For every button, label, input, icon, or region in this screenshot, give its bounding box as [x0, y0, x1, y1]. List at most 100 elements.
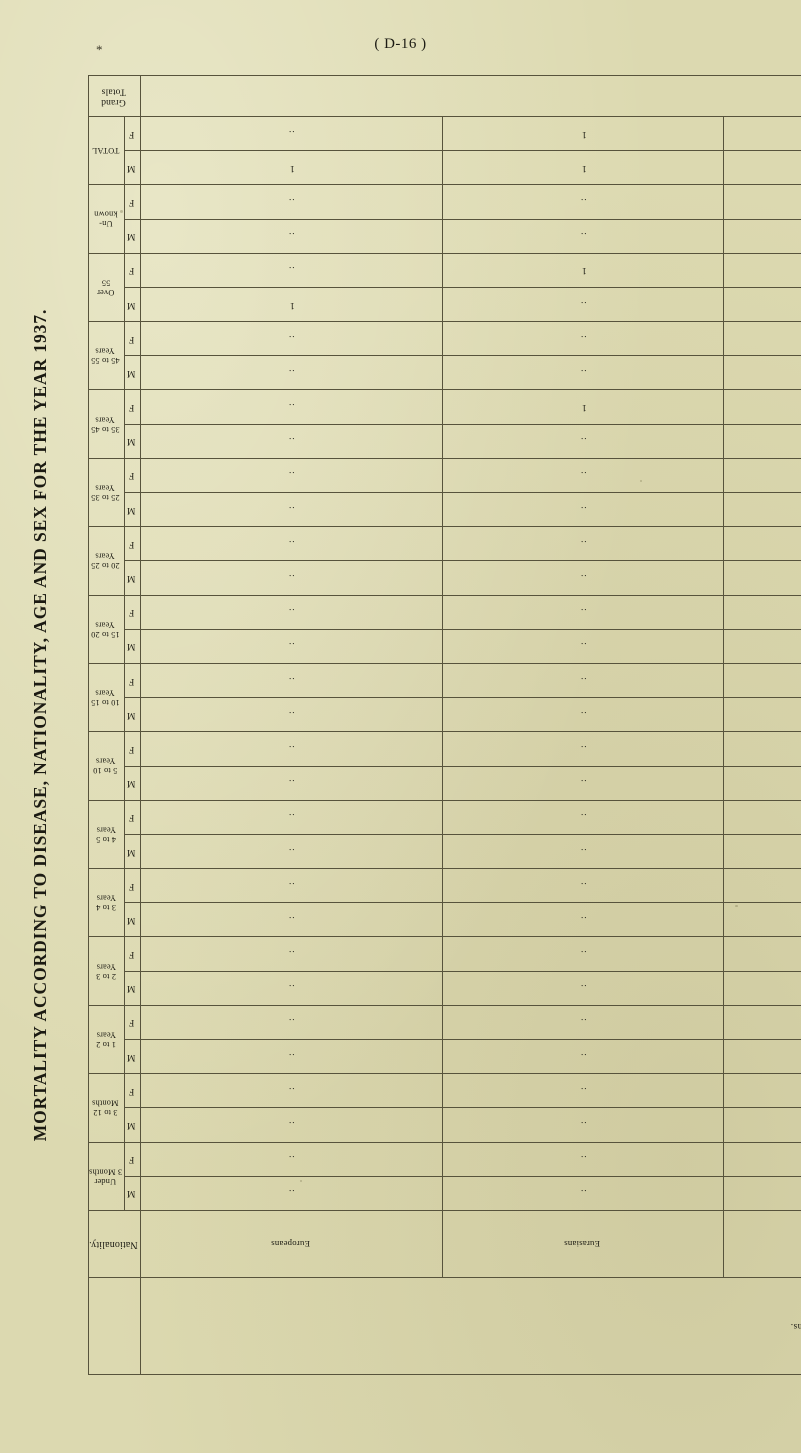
- header-agegroup-14: Un- known: [88, 184, 125, 254]
- data-cell: ..: [140, 560, 443, 596]
- data-cell: ..: [140, 834, 443, 869]
- data-cell: ..: [442, 766, 724, 801]
- data-cell: ..: [140, 629, 443, 664]
- header-sex-label: F: [129, 470, 135, 481]
- header-sex-m-15: M: [124, 150, 141, 185]
- empty-marker: ..: [579, 641, 587, 652]
- empty-marker: ..: [579, 1085, 587, 1096]
- empty-marker: ..: [579, 1154, 587, 1165]
- data-value: 1: [581, 128, 587, 139]
- header-agegroup-label: 1 to 2 Years: [95, 1030, 116, 1049]
- header-sex-m-10: M: [124, 492, 141, 527]
- nationality-cell-eurasians: Eurasians: [442, 1210, 724, 1278]
- header-agegroup-label: TOTAL: [91, 146, 120, 156]
- header-sex-m-11: M: [124, 424, 141, 459]
- header-sex-label: F: [129, 333, 135, 344]
- empty-marker: ..: [579, 983, 587, 994]
- header-sex-label: F: [129, 402, 135, 413]
- empty-marker: ..: [288, 1120, 295, 1131]
- corner-mark: *: [96, 42, 103, 57]
- data-cell: ..: [723, 1176, 801, 1211]
- header-sex-label: F: [129, 128, 135, 139]
- empty-marker: ..: [288, 1051, 295, 1062]
- header-sex-label: F: [129, 743, 135, 754]
- mortality-table-body: Nationality. Under 3 Months 3 to 12 Months…: [88, 75, 801, 1375]
- header-sex-f-12: F: [124, 321, 141, 356]
- header-sex-label: F: [129, 880, 135, 891]
- data-cell: ..: [140, 595, 443, 630]
- header-sex-label: M: [126, 299, 136, 310]
- data-cell: ..: [140, 116, 443, 151]
- header-sex-f-8: F: [124, 595, 141, 630]
- nationality-label: Eurasians: [564, 1239, 601, 1249]
- empty-marker: ..: [288, 333, 295, 344]
- header-sex-f-0: F: [124, 1142, 141, 1177]
- disease-label-47: 47. Cancer of the respiratory organs.: [140, 1277, 801, 1375]
- data-cell: ..: [442, 971, 724, 1006]
- empty-marker: ..: [579, 504, 587, 515]
- header-agegroup-8: 15 to 20 Years: [88, 595, 125, 664]
- data-cell: ..: [442, 1073, 724, 1108]
- header-sex-label: M: [126, 504, 136, 515]
- page-title: MORTALITY ACCORDING TO DISEASE, NATIONAL…: [30, 308, 50, 1142]
- data-cell: ..: [140, 697, 443, 732]
- data-cell: ..: [442, 1039, 724, 1074]
- data-cell: ..: [442, 800, 724, 835]
- disease-label-text: 47. Cancer of the respiratory organs.: [790, 1321, 801, 1332]
- header-sex-label: M: [126, 914, 136, 925]
- data-value: 1: [581, 265, 587, 276]
- data-cell: 1: [442, 253, 724, 288]
- paper-speck: [120, 210, 123, 213]
- data-cell: ..: [442, 697, 724, 732]
- data-cell: 1: [723, 116, 801, 151]
- data-cell: ..: [442, 1142, 724, 1177]
- data-cell: ..: [723, 663, 801, 698]
- header-agegroup-11: 35 to 45 Years: [88, 390, 125, 459]
- nationality-cell-europeans: Europeans: [140, 1210, 443, 1278]
- header-sex-label: F: [129, 265, 135, 276]
- data-cell: ..: [723, 1073, 801, 1108]
- empty-marker: ..: [579, 743, 587, 754]
- header-sex-f-7: F: [124, 663, 141, 698]
- empty-marker: ..: [288, 470, 295, 481]
- data-cell: ..: [442, 492, 724, 527]
- header-sex-f-5: F: [124, 800, 141, 835]
- header-sex-label: M: [126, 436, 136, 447]
- empty-marker: ..: [288, 983, 295, 994]
- data-cell: ..: [723, 1142, 801, 1177]
- data-cell: ..: [442, 1005, 724, 1040]
- header-sex-f-10: F: [124, 458, 141, 493]
- data-cell: ..: [140, 663, 443, 698]
- header-sex-m-12: M: [124, 355, 141, 390]
- header-sex-m-7: M: [124, 697, 141, 732]
- data-cell: 1: [442, 390, 724, 425]
- header-sex-label: M: [126, 778, 136, 789]
- data-cell: ..: [723, 253, 801, 288]
- header-agegroup-label: Over 55: [96, 278, 115, 297]
- nationality-cell-chinese: Chinese: [723, 1210, 801, 1278]
- header-agegroup-1: 3 to 12 Months: [88, 1073, 125, 1143]
- header-sex-label: F: [129, 1085, 135, 1096]
- paper-speck: [735, 905, 738, 907]
- empty-marker: ..: [579, 299, 587, 310]
- empty-marker: ..: [579, 880, 587, 891]
- header-agegroup-label: 4 to 5 Years: [95, 825, 116, 844]
- nationality-label: Europeans: [271, 1239, 311, 1249]
- empty-marker: ..: [579, 1120, 587, 1131]
- empty-marker: ..: [579, 538, 587, 549]
- header-sex-m-4: M: [124, 902, 141, 937]
- data-cell: ..: [723, 937, 801, 972]
- empty-marker: ..: [288, 1188, 295, 1199]
- header-sex-label: F: [129, 675, 135, 686]
- empty-marker: ..: [288, 880, 295, 891]
- header-agegroup-0: Under 3 Months: [88, 1142, 125, 1211]
- header-sex-label: F: [129, 949, 135, 960]
- data-value: 1: [289, 162, 295, 173]
- data-cell: ..: [140, 321, 443, 356]
- header-sex-f-11: F: [124, 390, 141, 425]
- data-cell: ..: [723, 971, 801, 1006]
- data-cell: 12: [723, 150, 801, 185]
- data-cell: ..: [442, 868, 724, 903]
- header-sex-label: F: [129, 1017, 135, 1028]
- empty-marker: ..: [288, 436, 295, 447]
